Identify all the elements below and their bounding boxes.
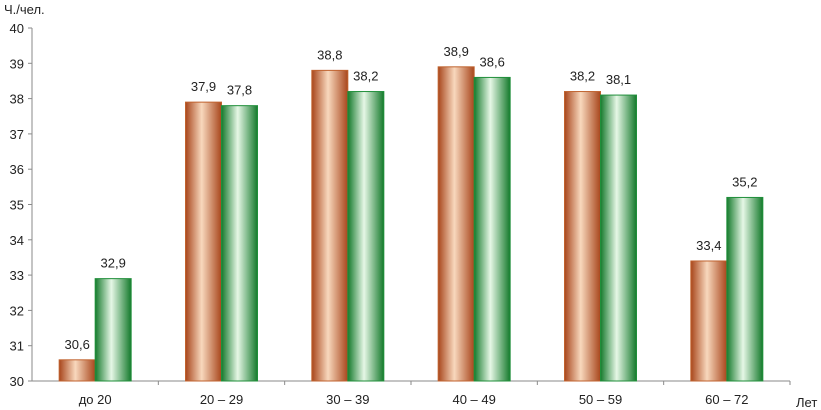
data-label: 38,8 xyxy=(317,47,342,62)
data-label: 38,2 xyxy=(353,69,378,84)
y-tick-label: 35 xyxy=(10,198,24,213)
x-tick-label: до 20 xyxy=(79,392,112,407)
data-label: 35,2 xyxy=(732,174,757,189)
bar-series-2 xyxy=(600,94,637,382)
x-ticks: до 20 20 – 29 30 – 39 40 – 49 50 – 59 60 – 72 xyxy=(79,381,791,407)
bar-series-1 xyxy=(690,260,728,382)
x-tick-label: 40 – 49 xyxy=(452,392,495,407)
y-tick-label: 40 xyxy=(10,21,24,36)
y-tick-label: 36 xyxy=(10,162,24,177)
data-labels: 30,6 32,9 37,9 37,8 38,8 38,2 38,9 38,6 38,2 38,1… xyxy=(65,44,758,352)
bar-series-2 xyxy=(473,76,511,382)
x-axis-title: Лет xyxy=(796,395,817,410)
bar-series-1 xyxy=(437,66,475,382)
y-tick-label: 30 xyxy=(10,374,24,389)
data-label: 38,2 xyxy=(570,69,595,84)
y-tick-label: 38 xyxy=(10,92,24,107)
x-tick-label: 30 – 39 xyxy=(326,392,369,407)
bar-series-1 xyxy=(185,101,222,382)
bar-series-2 xyxy=(347,91,385,382)
y-axis-title: Ч./чел. xyxy=(4,2,45,17)
bar-series-1 xyxy=(311,69,349,382)
x-tick-label: 50 – 59 xyxy=(579,392,622,407)
bar-series-2 xyxy=(221,105,258,382)
bars xyxy=(58,66,764,382)
y-tick-label: 34 xyxy=(10,233,24,248)
bar-series-1 xyxy=(58,359,96,382)
x-tick-label: 60 – 72 xyxy=(705,392,748,407)
y-tick-label: 33 xyxy=(10,268,24,283)
y-ticks: 30 31 32 33 34 35 36 37 38 39 40 xyxy=(10,21,32,389)
bar-series-2 xyxy=(94,278,132,382)
data-label: 38,1 xyxy=(606,72,631,87)
data-label: 30,6 xyxy=(65,337,90,352)
data-label: 37,9 xyxy=(191,79,216,94)
data-label: 38,9 xyxy=(444,44,469,59)
data-label: 37,8 xyxy=(227,83,252,98)
y-tick-label: 31 xyxy=(10,339,24,354)
y-tick-label: 32 xyxy=(10,303,24,318)
data-label: 38,6 xyxy=(480,54,505,69)
data-label: 32,9 xyxy=(101,256,126,271)
bar-series-1 xyxy=(564,91,601,382)
data-label: 33,4 xyxy=(696,238,721,253)
x-tick-label: 20 – 29 xyxy=(200,392,243,407)
y-tick-label: 39 xyxy=(10,56,24,71)
bar-series-2 xyxy=(726,196,764,382)
y-tick-label: 37 xyxy=(10,127,24,142)
